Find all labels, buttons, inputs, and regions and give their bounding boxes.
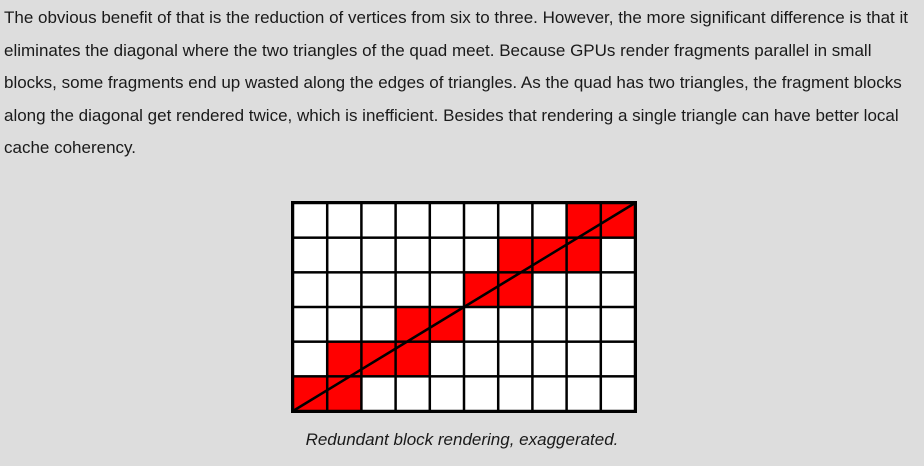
grid-cell: [362, 377, 395, 410]
grid-cell: [362, 273, 395, 306]
grid-cell-redundant: [567, 238, 600, 272]
grid-cell: [431, 204, 463, 237]
body-paragraph: The obvious benefit of that is the reduc…: [4, 8, 908, 157]
grid-cell-redundant: [328, 342, 361, 376]
grid-cell: [533, 273, 566, 306]
grid-cell-redundant: [499, 273, 532, 306]
fragment-grid-figure: [291, 201, 637, 413]
grid-cell: [396, 204, 429, 237]
grid-cell: [328, 238, 361, 272]
grid-cell: [431, 238, 463, 272]
grid-cell: [602, 273, 634, 306]
fragment-grid: [291, 201, 637, 413]
grid-cell: [362, 238, 395, 272]
grid-cell: [499, 342, 532, 376]
grid-cell: [465, 308, 497, 341]
grid-cell: [294, 342, 326, 376]
grid-cell: [294, 204, 326, 237]
grid-cell: [602, 238, 634, 272]
grid-cell: [533, 204, 566, 237]
grid-cell: [294, 238, 326, 272]
grid-cell: [567, 377, 600, 410]
grid-cell: [602, 342, 634, 376]
grid-cell: [602, 377, 634, 410]
grid-cell: [567, 342, 600, 376]
grid-cell-redundant: [328, 377, 361, 410]
figure-caption: Redundant block rendering, exaggerated.: [305, 430, 619, 449]
grid-cell: [362, 308, 395, 341]
grid-cell: [396, 377, 429, 410]
grid-cell-redundant: [499, 238, 532, 272]
grid-cell: [465, 204, 497, 237]
grid-cell: [328, 204, 361, 237]
grid-cell: [499, 308, 532, 341]
grid-cell: [602, 308, 634, 341]
grid-cell-redundant: [567, 204, 600, 237]
grid-cell: [465, 377, 497, 410]
triangle-diagonal-edge: [292, 201, 636, 413]
grid-cell: [567, 273, 600, 306]
grid-cell: [431, 377, 463, 410]
grid-cell: [294, 308, 326, 341]
grid-cell: [499, 377, 532, 410]
grid-cell: [465, 342, 497, 376]
grid-cell: [567, 308, 600, 341]
grid-cell: [499, 204, 532, 237]
grid-cell: [431, 342, 463, 376]
grid-cell: [328, 308, 361, 341]
grid-cell: [396, 238, 429, 272]
grid-cell: [328, 273, 361, 306]
grid-cell: [533, 308, 566, 341]
grid-cell: [362, 204, 395, 237]
grid-cell: [396, 273, 429, 306]
grid-cell: [431, 273, 463, 306]
grid-cell-redundant: [396, 342, 429, 376]
grid-cell: [533, 377, 566, 410]
grid-cell: [465, 238, 497, 272]
grid-cell: [294, 273, 326, 306]
grid-cell-redundant: [396, 308, 429, 341]
grid-cell: [533, 342, 566, 376]
